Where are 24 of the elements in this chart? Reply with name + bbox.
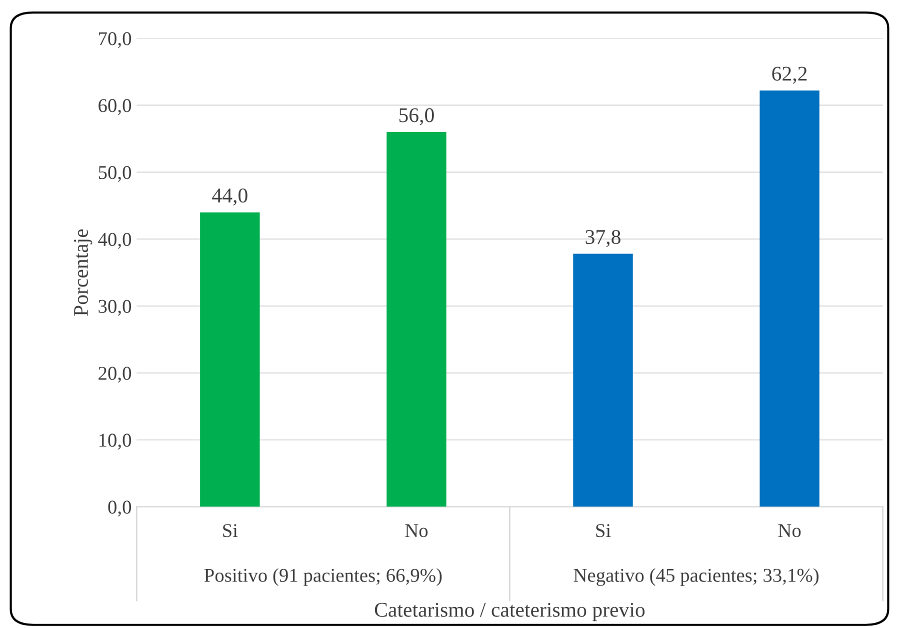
- text: Positivo (91 pacientes; 66,9%): [204, 568, 442, 586]
- data-label: 37,8: [586, 230, 620, 248]
- x-tick-label: Si: [223, 524, 238, 538]
- y-tick-label: 50,0: [98, 166, 132, 182]
- bar: [386, 132, 446, 507]
- y-tick-label: 20,0: [98, 366, 132, 383]
- text: Negativo (45 pacientes; 33,1%): [574, 568, 819, 586]
- bar: [573, 254, 633, 507]
- y-tick-label: 60,0: [98, 99, 132, 115]
- bar: [200, 212, 260, 507]
- x-tick-label: No: [778, 524, 801, 538]
- data-label: 62,2: [772, 66, 807, 84]
- data-label: 56,0: [399, 108, 434, 126]
- y-tick-label: 70,0: [99, 32, 132, 48]
- y-tick-label: 30,0: [98, 300, 132, 316]
- data-label: 44,0: [212, 188, 248, 206]
- y-axis-title: Porcentaje: [74, 229, 92, 316]
- y-tick-label: 10,0: [99, 434, 132, 450]
- x-axis-title: Catetarismo / cateterismo previo: [374, 602, 645, 622]
- y-tick-label: 0,0: [108, 500, 132, 517]
- x-tick-label: Si: [596, 524, 611, 538]
- x-tick-label: No: [405, 524, 428, 538]
- bar: [760, 90, 820, 507]
- y-tick-label: 40,0: [98, 232, 132, 249]
